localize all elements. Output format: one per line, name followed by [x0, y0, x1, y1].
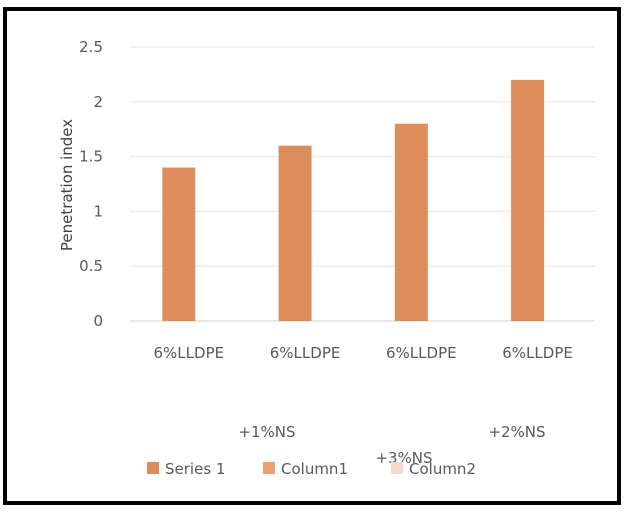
- y-axis-ticks: 0 0.5 1 1.5 2 2.5: [79, 38, 103, 330]
- bar: [394, 123, 428, 321]
- x-tick-label: 6%LLDPE: [154, 344, 225, 362]
- x-tick-label: 6%LLDPE: [386, 344, 457, 362]
- legend-label: Series 1: [165, 460, 225, 478]
- x-tick-sublabel: +2%NS: [488, 423, 545, 441]
- bar-chart: 00.511.522.5 Penetration index 6%LLDPE 6%…: [58, 38, 595, 478]
- x-axis-ticks: 6%LLDPE 6%LLDPE 6%LLDPE 6%LLDPE: [154, 344, 573, 362]
- legend-swatch: [263, 462, 275, 474]
- x-tick-label: 6%LLDPE: [502, 344, 573, 362]
- bars: [162, 79, 545, 321]
- legend: Series 1 Column1 Column2: [147, 460, 476, 478]
- legend-label: Column2: [409, 460, 476, 478]
- x-axis-sublabels: +1%NS +3%NS +2%NS: [238, 423, 545, 467]
- y-tick-label: 1.5: [79, 148, 103, 166]
- x-tick-label: 6%LLDPE: [270, 344, 341, 362]
- y-axis-title: Penetration index: [58, 119, 76, 251]
- legend-swatch: [147, 462, 159, 474]
- y-tick-label: 0.5: [79, 257, 103, 275]
- legend-swatch: [391, 462, 403, 474]
- y-tick-label: 2: [93, 93, 103, 111]
- bar: [278, 145, 312, 321]
- x-tick-sublabel: +3%NS: [375, 449, 432, 467]
- chart-frame: 0 0.5 1 1.5 2 2.5 Penetration index 6%LLDPE 6%…: [3, 7, 621, 505]
- y-tick-label: 0: [93, 312, 103, 330]
- y-tick-label: 1: [93, 202, 103, 220]
- bar: [511, 79, 545, 321]
- bar: [162, 167, 196, 321]
- x-tick-sublabel: +1%NS: [238, 423, 295, 441]
- y-tick-label: 2.5: [79, 38, 103, 56]
- legend-label: Column1: [281, 460, 348, 478]
